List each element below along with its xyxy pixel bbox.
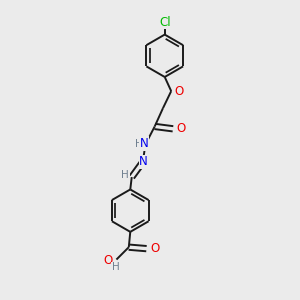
Text: H: H bbox=[135, 139, 143, 148]
Text: O: O bbox=[104, 254, 113, 267]
Text: H: H bbox=[122, 170, 129, 180]
Text: Cl: Cl bbox=[159, 16, 170, 29]
Text: H: H bbox=[112, 262, 120, 272]
Text: N: N bbox=[139, 155, 148, 168]
Text: N: N bbox=[140, 137, 148, 150]
Text: O: O bbox=[176, 122, 186, 135]
Text: O: O bbox=[175, 85, 184, 98]
Text: O: O bbox=[150, 242, 159, 254]
